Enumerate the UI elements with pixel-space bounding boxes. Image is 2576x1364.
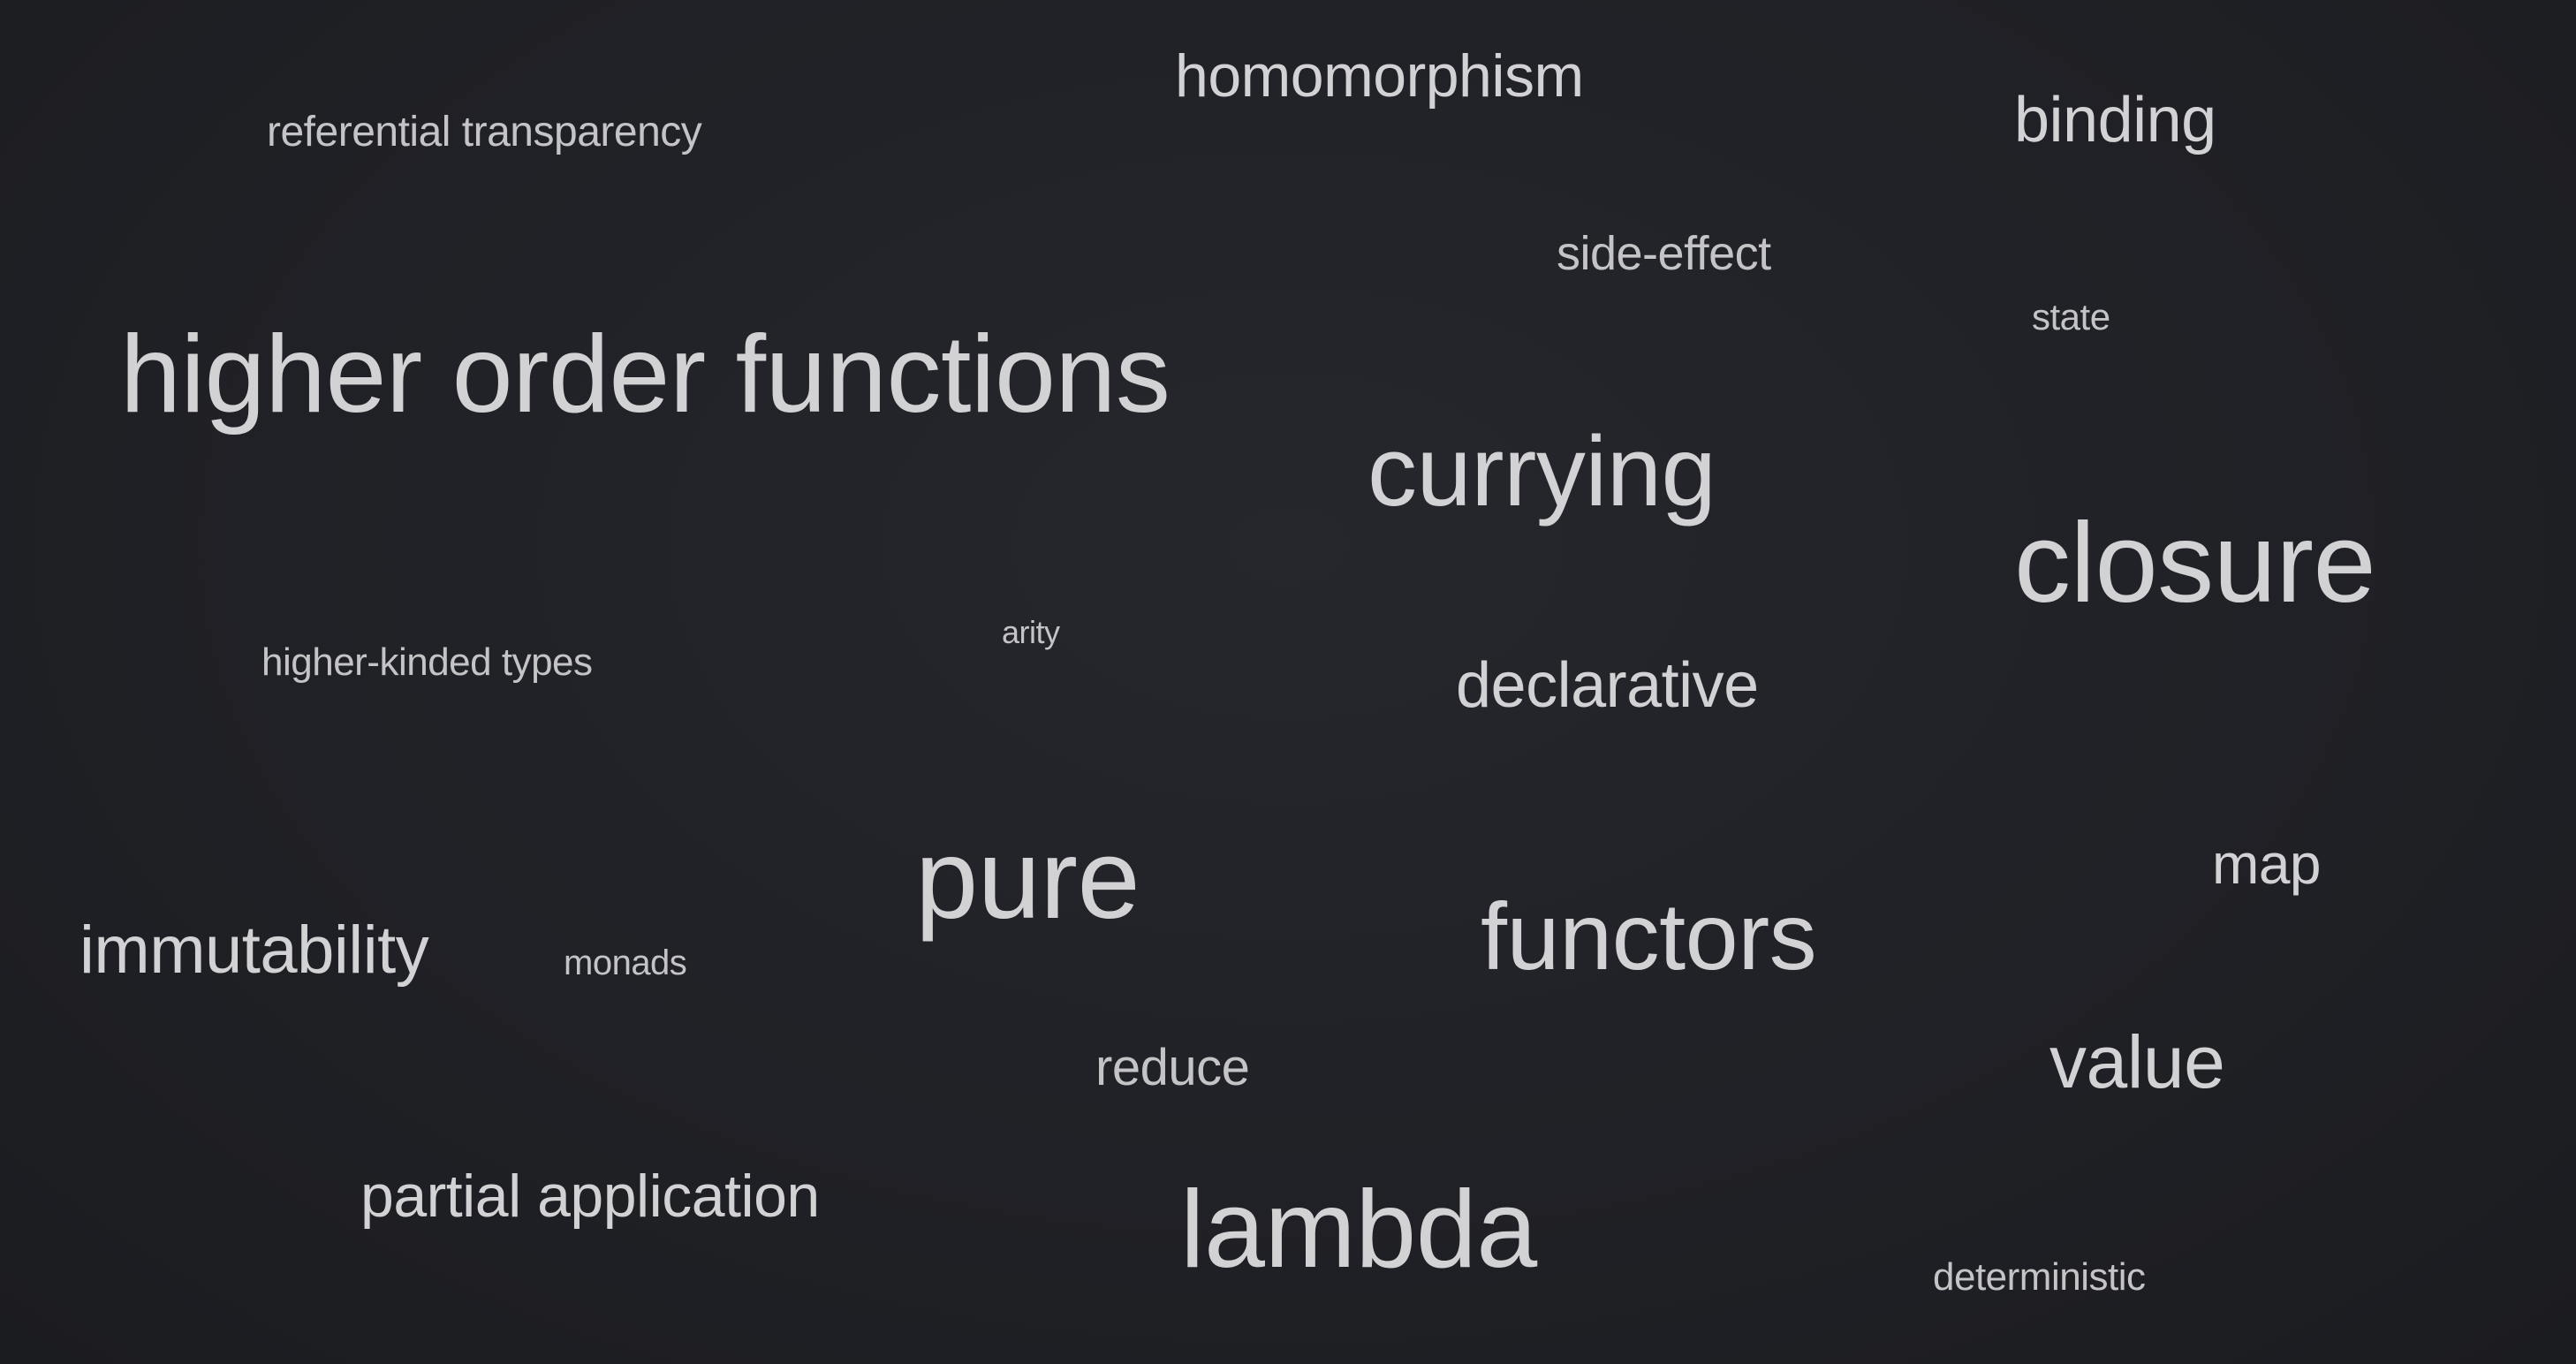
term-state: state bbox=[2032, 296, 2110, 337]
term-higher-order-functions: higher order functions bbox=[120, 314, 1171, 436]
term-binding: binding bbox=[2014, 85, 2216, 155]
term-declarative: declarative bbox=[1456, 650, 1759, 721]
term-arity: arity bbox=[1002, 614, 1060, 650]
term-immutability: immutability bbox=[80, 913, 429, 988]
term-higher-kinded-types: higher-kinded types bbox=[261, 640, 593, 684]
term-reduce: reduce bbox=[1095, 1039, 1250, 1096]
term-side-effect: side-effect bbox=[1557, 227, 1771, 280]
term-value: value bbox=[2049, 1020, 2225, 1103]
term-closure: closure bbox=[2014, 500, 2376, 626]
term-homomorphism: homomorphism bbox=[1175, 42, 1584, 110]
term-monads: monads bbox=[564, 943, 687, 982]
term-functors: functors bbox=[1481, 883, 1817, 989]
term-map: map bbox=[2212, 832, 2322, 896]
term-pure: pure bbox=[915, 816, 1140, 943]
term-lambda: lambda bbox=[1180, 1169, 1537, 1291]
term-deterministic: deterministic bbox=[1933, 1255, 2146, 1299]
term-partial-application: partial application bbox=[360, 1163, 820, 1230]
term-currying: currying bbox=[1368, 416, 1716, 527]
term-referential-transparency: referential transparency bbox=[267, 109, 702, 155]
